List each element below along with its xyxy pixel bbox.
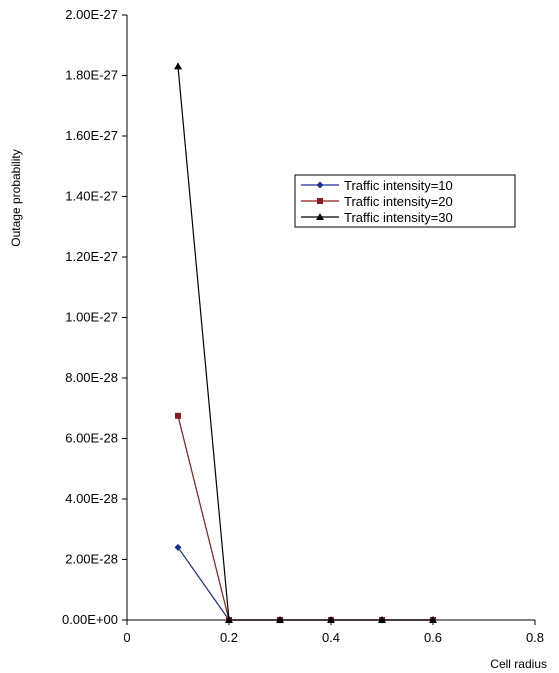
legend-label: Traffic intensity=10 [344, 178, 453, 193]
y-tick-label: 2.00E-27 [65, 7, 118, 22]
series-1 [174, 543, 437, 624]
legend-label: Traffic intensity=20 [344, 194, 453, 209]
x-tick-label: 0 [123, 630, 130, 645]
data-point [276, 616, 284, 623]
y-tick-label: 1.60E-27 [65, 128, 118, 143]
y-axis-title: Outage probability [9, 149, 23, 246]
y-tick-label: 2.00E-28 [65, 552, 118, 567]
y-tick-label: 1.00E-27 [65, 310, 118, 325]
series-line [177, 547, 433, 621]
legend-label: Traffic intensity=30 [344, 210, 453, 225]
x-tick-label: 0.8 [526, 630, 544, 645]
legend-marker [316, 213, 324, 220]
data-point [378, 616, 386, 623]
series-group [174, 62, 437, 624]
data-point [175, 412, 181, 419]
x-axis: 0 0.2 0.4 0.6 0.8 [123, 619, 544, 645]
legend-marker [316, 181, 324, 189]
x-tick-label: 0.6 [424, 630, 442, 645]
legend-marker [317, 198, 323, 204]
y-axis: 0.00E+00 2.00E-28 4.00E-28 6.00E-28 8.00E-28… [62, 7, 128, 627]
y-tick-label: 4.00E-28 [65, 491, 118, 506]
series-2 [175, 412, 436, 623]
series-3 [174, 62, 437, 623]
y-tick-label: 6.00E-28 [65, 431, 118, 446]
y-tick-label: 8.00E-28 [65, 370, 118, 385]
x-tick-label: 0.4 [322, 630, 340, 645]
data-point [174, 62, 182, 70]
y-tick-label: 1.40E-27 [65, 189, 118, 204]
data-point [327, 616, 335, 623]
data-point [225, 616, 233, 623]
y-tick-label: 1.20E-27 [65, 249, 118, 264]
series-line [177, 415, 433, 621]
data-point [429, 616, 437, 623]
y-tick-label: 0.00E+00 [62, 612, 118, 627]
x-axis-title: Cell radius [490, 657, 547, 671]
y-tick-label: 1.80E-27 [65, 68, 118, 83]
x-tick-label: 0.2 [220, 630, 238, 645]
legend-box [294, 174, 516, 228]
series-line [177, 66, 433, 621]
data-point [174, 543, 182, 551]
